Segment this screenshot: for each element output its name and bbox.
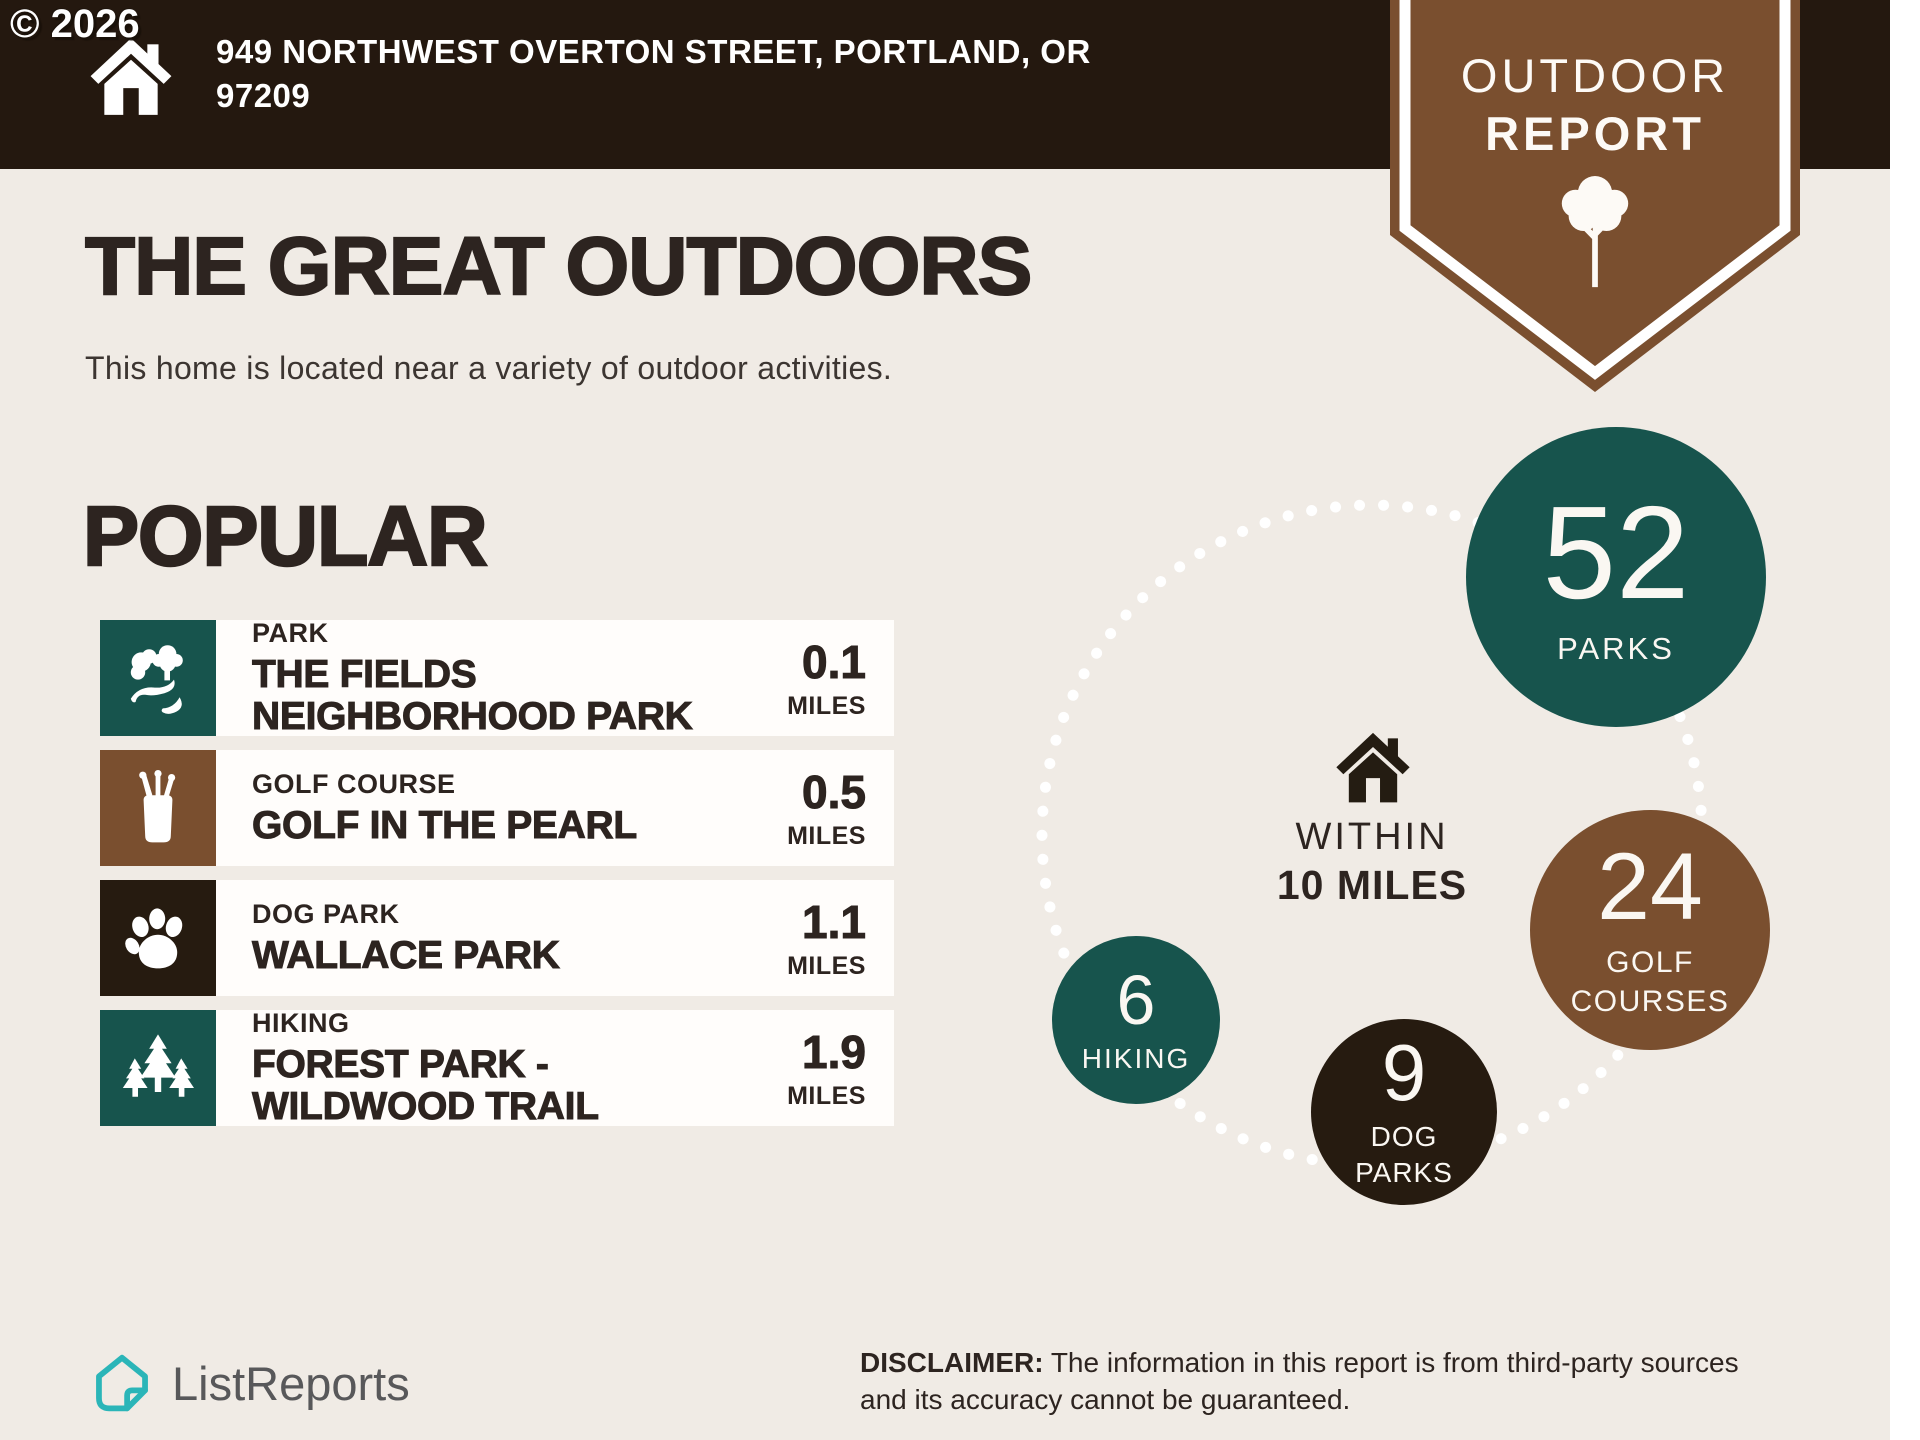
item-name: WALLACE PARK <box>252 933 561 977</box>
list-item: GOLF COURSE GOLF IN THE PEARL 0.5 MILES <box>100 750 894 866</box>
dog-parks-count: 9 <box>1381 1027 1427 1117</box>
hiking-label: HIKING <box>1081 1043 1191 1074</box>
list-item-text: GOLF COURSE GOLF IN THE PEARL <box>216 750 706 866</box>
copyright-watermark: © 2026 <box>10 2 140 46</box>
distance-unit: MILES <box>787 822 866 850</box>
disclaimer: DISCLAIMER: The information in this repo… <box>860 1344 1790 1418</box>
disclaimer-label: DISCLAIMER: <box>860 1347 1044 1378</box>
property-address: 949 NORTHWEST OVERTON STREET, PORTLAND, … <box>216 30 1216 118</box>
within-distance-label: 10 MILES <box>1276 862 1468 908</box>
distance-unit: MILES <box>787 692 866 720</box>
hiking-count-bubble: 6 HIKING <box>1052 936 1220 1104</box>
golf-courses-label: GOLF COURSES <box>1570 945 1730 1018</box>
list-item: HIKING FOREST PARK - WILDWOOD TRAIL 1.9 … <box>100 1007 894 1128</box>
page-title: THE GREAT OUTDOORS <box>84 220 1033 313</box>
paw-icon <box>100 880 216 996</box>
list-item-text: HIKING FOREST PARK - WILDWOOD TRAIL <box>216 1007 706 1128</box>
distance-value: 1.9 <box>802 1026 867 1079</box>
item-distance: 0.1 MILES <box>706 620 894 736</box>
distance-unit: MILES <box>787 952 866 980</box>
list-item-text: PARK THE FIELDS NEIGHBORHOOD PARK <box>216 617 706 738</box>
disclaimer-text: The information in this report is from t… <box>860 1347 1739 1415</box>
list-item-text: DOG PARK WALLACE PARK <box>216 880 706 996</box>
tree-icon <box>1561 176 1629 288</box>
parks-label: PARKS <box>1557 631 1675 666</box>
item-category: HIKING <box>252 1007 350 1038</box>
list-item: DOG PARK WALLACE PARK 1.1 MILES <box>100 880 894 996</box>
address-line2: 97209 <box>216 77 311 114</box>
pine-trees-icon <box>100 1010 216 1126</box>
golf-courses-count-bubble: 24 GOLF COURSES <box>1530 810 1770 1050</box>
parks-count-bubble: 52 PARKS <box>1466 427 1766 727</box>
item-distance: 1.9 MILES <box>706 1010 894 1126</box>
park-icon <box>100 620 216 736</box>
item-name: FOREST PARK - WILDWOOD TRAIL <box>252 1042 600 1128</box>
item-distance: 0.5 MILES <box>706 750 894 866</box>
within-label: WITHIN <box>1295 816 1449 858</box>
golf-courses-count: 24 <box>1597 833 1703 940</box>
listreports-house-icon <box>96 1354 148 1412</box>
dog-parks-label: DOG PARKS <box>1355 1120 1453 1188</box>
dog-parks-count-bubble: 9 DOG PARKS <box>1311 1019 1497 1205</box>
distance-unit: MILES <box>787 1082 866 1110</box>
item-category: PARK <box>252 617 329 648</box>
list-item: PARK THE FIELDS NEIGHBORHOOD PARK 0.1 MI… <box>100 617 894 738</box>
distance-value: 1.1 <box>802 896 867 949</box>
item-category: DOG PARK <box>252 898 400 929</box>
item-name: THE FIELDS NEIGHBORHOOD PARK <box>252 652 694 738</box>
distance-value: 0.5 <box>802 766 867 819</box>
page-subtitle: This home is located near a variety of o… <box>85 350 893 386</box>
hiking-count: 6 <box>1116 961 1156 1039</box>
parks-count: 52 <box>1542 479 1690 626</box>
outdoor-report-ribbon: OUTDOOR REPORT <box>1390 0 1800 410</box>
popular-list: PARK THE FIELDS NEIGHBORHOOD PARK 0.1 MI… <box>100 617 894 1140</box>
golf-bag-icon <box>100 750 216 866</box>
ribbon-title-line2: REPORT <box>1485 107 1705 160</box>
distance-value: 0.1 <box>802 636 867 689</box>
address-line1: 949 NORTHWEST OVERTON STREET, PORTLAND, … <box>216 33 1091 70</box>
popular-heading: POPULAR <box>82 488 489 585</box>
item-category: GOLF COURSE <box>252 768 456 799</box>
item-name: GOLF IN THE PEARL <box>252 803 638 847</box>
home-icon <box>90 38 172 115</box>
ribbon-title-line1: OUTDOOR <box>1460 49 1730 102</box>
item-distance: 1.1 MILES <box>706 880 894 996</box>
home-icon <box>1336 732 1410 803</box>
brand-name: ListReports <box>172 1357 410 1410</box>
